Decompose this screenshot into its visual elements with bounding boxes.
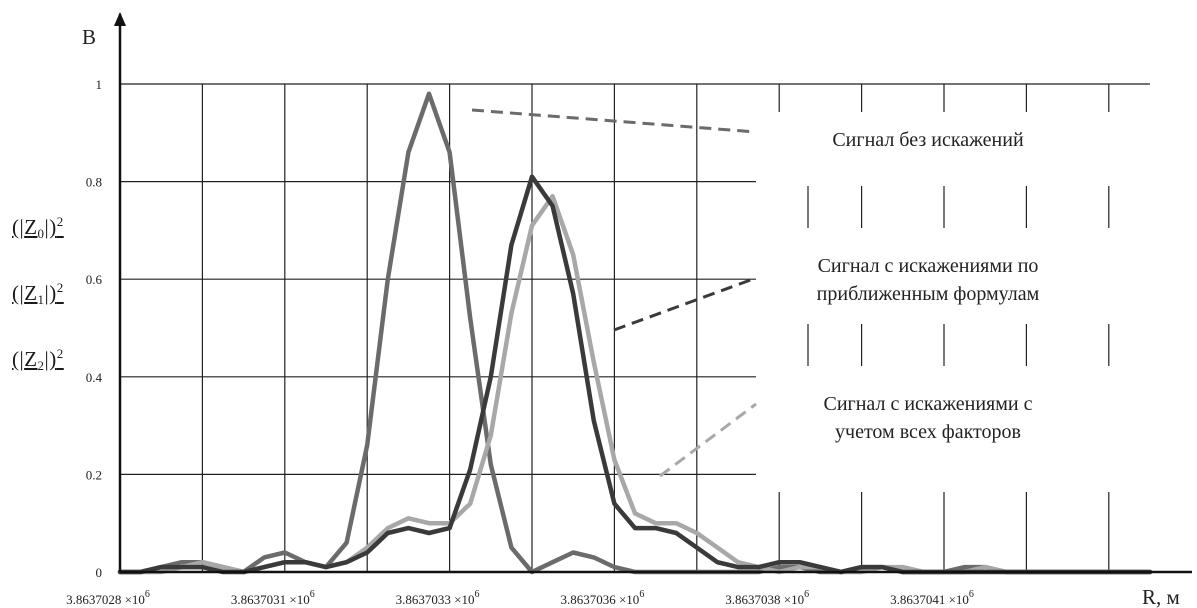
y-tick-label: 0.6 bbox=[86, 272, 103, 287]
x-axis-label: R, м bbox=[1142, 585, 1180, 608]
y-tick-label: 0.2 bbox=[86, 467, 102, 482]
x-tick-label: 3.8637038 ×106 bbox=[725, 589, 809, 607]
legend-entry-z2: (|Z2|)2 bbox=[12, 346, 64, 373]
y-tick-label: 1 bbox=[96, 77, 103, 92]
annotation-text-0: Сигнал без искажений bbox=[832, 129, 1024, 151]
tick-labels: 0 0.2 0.4 0.6 0.8 1 3.8637028 ×106 3.8637031 ×1… bbox=[66, 77, 974, 607]
legend-entry-z0: (|Z0|)2 bbox=[12, 214, 64, 241]
x-tick-label: 3.8637031 ×106 bbox=[231, 589, 315, 607]
x-tick-label: 3.8637041 ×106 bbox=[890, 589, 974, 607]
annotation-box: Сигнал без искажений Сигнал с искажениями… bbox=[756, 112, 1156, 492]
annotation-text-1: приближенным формулам bbox=[817, 283, 1040, 305]
leader-line-1 bbox=[613, 276, 757, 332]
legend-entry-z1: (|Z1|)2 bbox=[12, 280, 64, 307]
annotation-background bbox=[756, 112, 1156, 492]
leader-line-0 bbox=[471, 108, 757, 134]
x-tick-label: 3.8637036 ×106 bbox=[560, 589, 644, 607]
y-tick-label: 0.4 bbox=[86, 370, 103, 385]
x-tick-label: 3.8637033 ×106 bbox=[396, 589, 480, 607]
annotation-leaders bbox=[471, 108, 757, 478]
annotation-text-2: учетом всех факторов bbox=[835, 421, 1021, 443]
y-axis-arrow bbox=[114, 12, 126, 26]
leader-line-2 bbox=[659, 402, 757, 478]
x-tick-label: 3.8637028 ×106 bbox=[66, 589, 150, 607]
annotation-text-2: Сигнал с искажениями с bbox=[823, 393, 1032, 415]
axes bbox=[114, 12, 1192, 574]
y-axis-label: B bbox=[82, 25, 96, 49]
y-tick-label: 0 bbox=[96, 565, 103, 580]
y-tick-label: 0.8 bbox=[86, 175, 102, 190]
annotation-text-1: Сигнал с искажениями по bbox=[818, 255, 1039, 277]
